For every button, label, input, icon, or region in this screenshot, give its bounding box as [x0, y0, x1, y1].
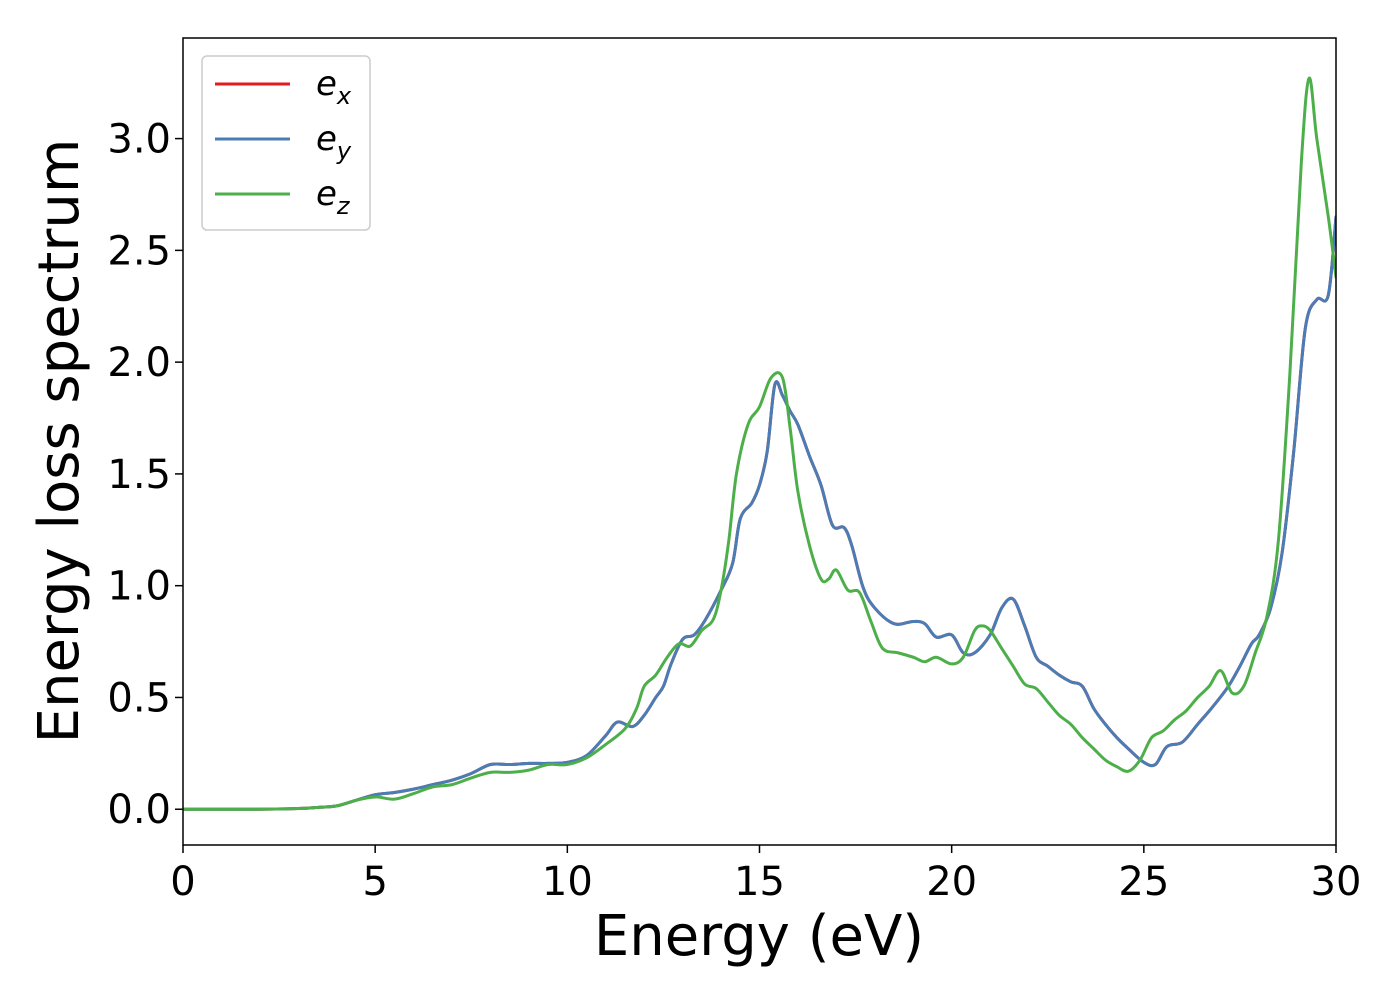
legend-box	[201, 55, 371, 231]
legend-label-base: e	[316, 174, 337, 214]
x-tick-label: 10	[542, 859, 593, 905]
x-tick-label: 15	[734, 859, 785, 905]
y-tick-label: 1.5	[107, 452, 171, 498]
y-tick-label: 1.0	[107, 564, 171, 610]
y-axis: 0.0 0.5 1.0 1.5 2.0 2.5 3.0	[107, 117, 183, 833]
y-tick-label: 0.5	[107, 675, 171, 721]
plot-background	[183, 38, 1336, 845]
y-tick-label: 2.0	[107, 340, 171, 386]
legend-label-subscript: y	[336, 137, 352, 165]
x-tick-label: 30	[1311, 859, 1362, 905]
x-tick-label: 25	[1118, 859, 1169, 905]
legend-label-base: e	[316, 119, 337, 159]
legend-label-ey: ey	[316, 119, 352, 165]
series-line-ey	[183, 215, 1336, 811]
series-line-ez	[183, 76, 1336, 811]
legend-label-ex: ex	[316, 64, 352, 110]
y-tick-label: 3.0	[107, 117, 171, 163]
legend-label-base: e	[316, 64, 337, 104]
legend-label-ez: ez	[316, 174, 351, 220]
x-tick-label: 20	[926, 859, 977, 905]
x-tick-label: 5	[362, 859, 387, 905]
y-tick-label: 0.0	[107, 787, 171, 833]
x-tick-label: 0	[170, 859, 195, 905]
legend-label-subscript: z	[336, 192, 351, 220]
y-axis-label: Energy loss spectrum	[27, 139, 92, 744]
x-axis-label: Energy (eV)	[594, 904, 924, 969]
series-layer	[183, 76, 1336, 811]
x-axis: 0 5 10 15 20 25 30	[170, 845, 1361, 905]
y-tick-label: 2.5	[107, 228, 171, 274]
legend-label-subscript: x	[336, 82, 352, 110]
